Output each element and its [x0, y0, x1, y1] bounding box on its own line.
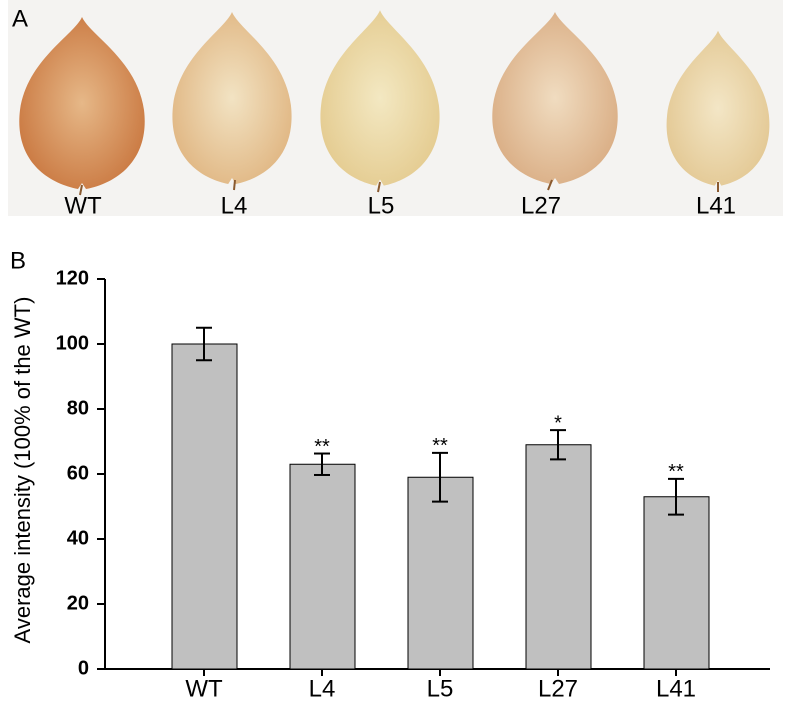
leaf-label: L5 [368, 192, 395, 219]
x-tick-label: L41 [656, 675, 696, 702]
significance-label: ** [668, 461, 684, 483]
significance-label: ** [314, 436, 330, 458]
y-tick-label: 20 [67, 592, 89, 614]
bar [289, 463, 356, 670]
x-tick-label: L5 [427, 675, 454, 702]
y-tick-label: 40 [67, 527, 89, 549]
leaf [172, 12, 292, 191]
bar [525, 444, 592, 670]
bar [407, 476, 474, 670]
leaf [19, 17, 145, 196]
y-tick-label: 100 [56, 332, 89, 354]
significance-label: * [554, 412, 562, 434]
y-axis-label: Average intensity (100% of the WT) [10, 297, 35, 644]
error-bar [314, 452, 330, 476]
y-tick-label: 0 [78, 657, 89, 679]
y-tick-label: 120 [56, 267, 89, 289]
error-bar [196, 326, 212, 362]
y-tick-label: 80 [67, 397, 89, 419]
bar [643, 496, 710, 670]
x-tick-label: L4 [309, 675, 336, 702]
y-tick-label: 60 [67, 462, 89, 484]
panel-label: B [10, 247, 26, 274]
leaf-label: WT [64, 192, 102, 219]
leaf-label: L27 [521, 192, 561, 219]
bar [171, 343, 238, 670]
leaf [492, 12, 618, 191]
leaf-label: L4 [221, 192, 248, 219]
panel-label: A [12, 5, 28, 32]
leaf [666, 30, 770, 192]
x-tick-label: WT [185, 675, 223, 702]
error-bar [550, 429, 566, 461]
x-tick-label: L27 [538, 675, 578, 702]
error-bar [432, 451, 448, 503]
error-bar [668, 477, 684, 516]
leaf [320, 10, 440, 193]
significance-label: ** [432, 435, 448, 457]
leaf-label: L41 [696, 192, 736, 219]
